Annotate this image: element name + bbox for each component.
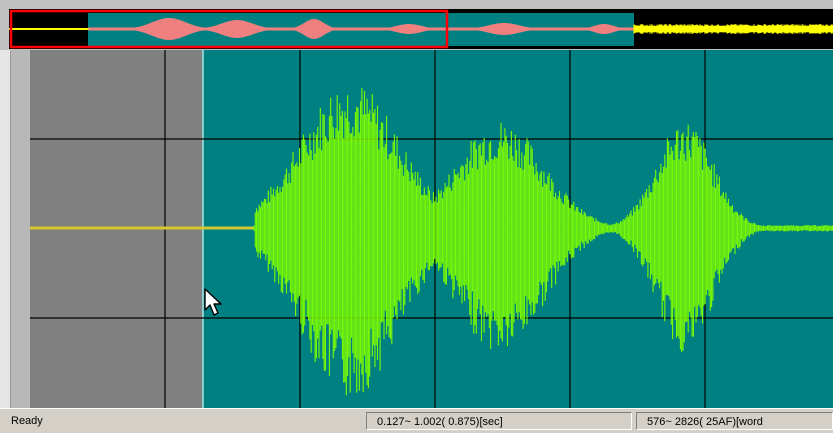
vertical-ruler bbox=[0, 50, 11, 408]
overview-wave-selected bbox=[88, 18, 635, 40]
overview-strip[interactable] bbox=[0, 0, 833, 53]
waveform-editor[interactable] bbox=[0, 50, 833, 408]
overview-wave bbox=[9, 18, 833, 40]
mouse-pointer-icon bbox=[204, 288, 222, 316]
waveform-trace bbox=[253, 87, 833, 396]
overview-waveform[interactable] bbox=[9, 9, 833, 49]
status-ready-text: Ready bbox=[11, 415, 43, 427]
overview-selection-box[interactable] bbox=[9, 9, 449, 49]
overview-track[interactable] bbox=[9, 9, 833, 49]
waveform bbox=[253, 87, 833, 396]
status-bar: Ready 0.127~ 1.002( 0.875)[sec] 576~ 282… bbox=[0, 408, 833, 433]
waveform-canvas[interactable] bbox=[30, 50, 833, 408]
status-frame-range: 576~ 2826( 25AF)[word bbox=[636, 412, 833, 430]
overview-wave-unselected bbox=[633, 24, 833, 34]
status-time-range: 0.127~ 1.002( 0.875)[sec] bbox=[366, 412, 632, 430]
